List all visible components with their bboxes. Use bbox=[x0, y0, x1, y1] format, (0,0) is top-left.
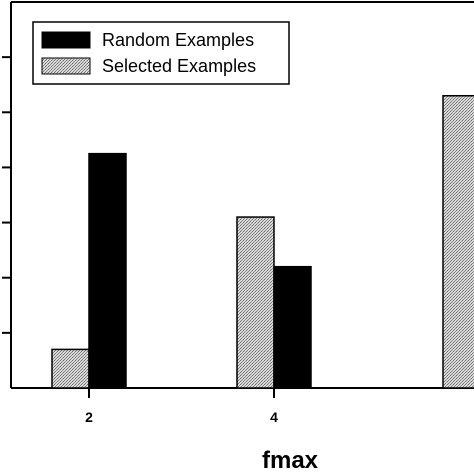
x-tick-label: 2 bbox=[85, 409, 93, 425]
bar-random bbox=[88, 152, 127, 389]
y-axis-ticks bbox=[2, 56, 11, 334]
bar-selected bbox=[51, 348, 90, 389]
bar-selected bbox=[236, 216, 275, 389]
legend-label-selected: Selected Examples bbox=[102, 56, 256, 76]
bar-random bbox=[273, 265, 312, 389]
legend-label-random: Random Examples bbox=[102, 30, 254, 50]
x-axis-label: fmax bbox=[262, 447, 319, 474]
legend: Random Examples Selected Examples bbox=[32, 21, 290, 85]
x-tick-label: 4 bbox=[270, 409, 278, 425]
bars-group bbox=[51, 94, 474, 389]
legend-swatch-selected bbox=[41, 57, 91, 75]
bar-selected bbox=[442, 94, 474, 389]
legend-swatch-random bbox=[41, 31, 91, 49]
